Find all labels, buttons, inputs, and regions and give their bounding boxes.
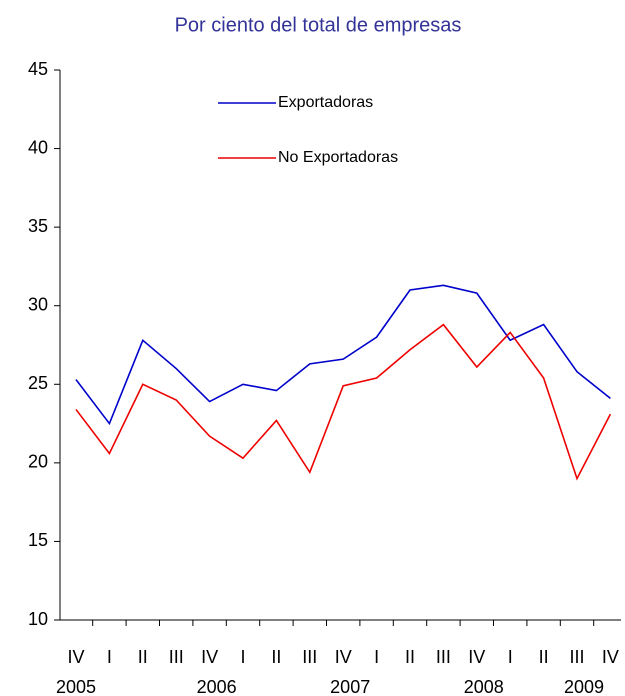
x-tick-label: III — [436, 647, 451, 667]
x-tick-label: IV — [67, 647, 84, 667]
x-tick-label: IV — [201, 647, 218, 667]
y-tick-label: 25 — [28, 373, 48, 393]
y-tick-label: 15 — [28, 530, 48, 550]
y-tick-label: 40 — [28, 137, 48, 157]
x-tick-label: IV — [468, 647, 485, 667]
y-tick-label: 20 — [28, 452, 48, 472]
x-tick-label: III — [169, 647, 184, 667]
x-tick-label: II — [138, 647, 148, 667]
x-tick-label: II — [271, 647, 281, 667]
x-tick-label: I — [374, 647, 379, 667]
x-tick-label: III — [569, 647, 584, 667]
chart-title: Por ciento del total de empresas — [175, 14, 462, 36]
x-tick-label: III — [302, 647, 317, 667]
year-label: 2008 — [464, 677, 504, 696]
legend-label: Exportadoras — [278, 94, 373, 111]
x-tick-label: IV — [602, 647, 619, 667]
year-label: 2007 — [330, 677, 370, 696]
year-label: 2009 — [564, 677, 604, 696]
x-tick-label: II — [539, 647, 549, 667]
y-tick-label: 10 — [28, 609, 48, 629]
y-tick-label: 30 — [28, 294, 48, 314]
legend-label: No Exportadoras — [278, 149, 398, 166]
year-label: 2006 — [197, 677, 237, 696]
series-line — [75, 323, 612, 481]
series-line — [75, 284, 611, 426]
x-tick-label: I — [107, 647, 112, 667]
year-label: 2005 — [56, 677, 96, 696]
x-tick-label: I — [240, 647, 245, 667]
y-tick-label: 45 — [28, 59, 48, 79]
y-tick-label: 35 — [28, 216, 48, 236]
x-tick-label: IV — [335, 647, 352, 667]
x-tick-label: II — [405, 647, 415, 667]
x-tick-label: I — [508, 647, 513, 667]
